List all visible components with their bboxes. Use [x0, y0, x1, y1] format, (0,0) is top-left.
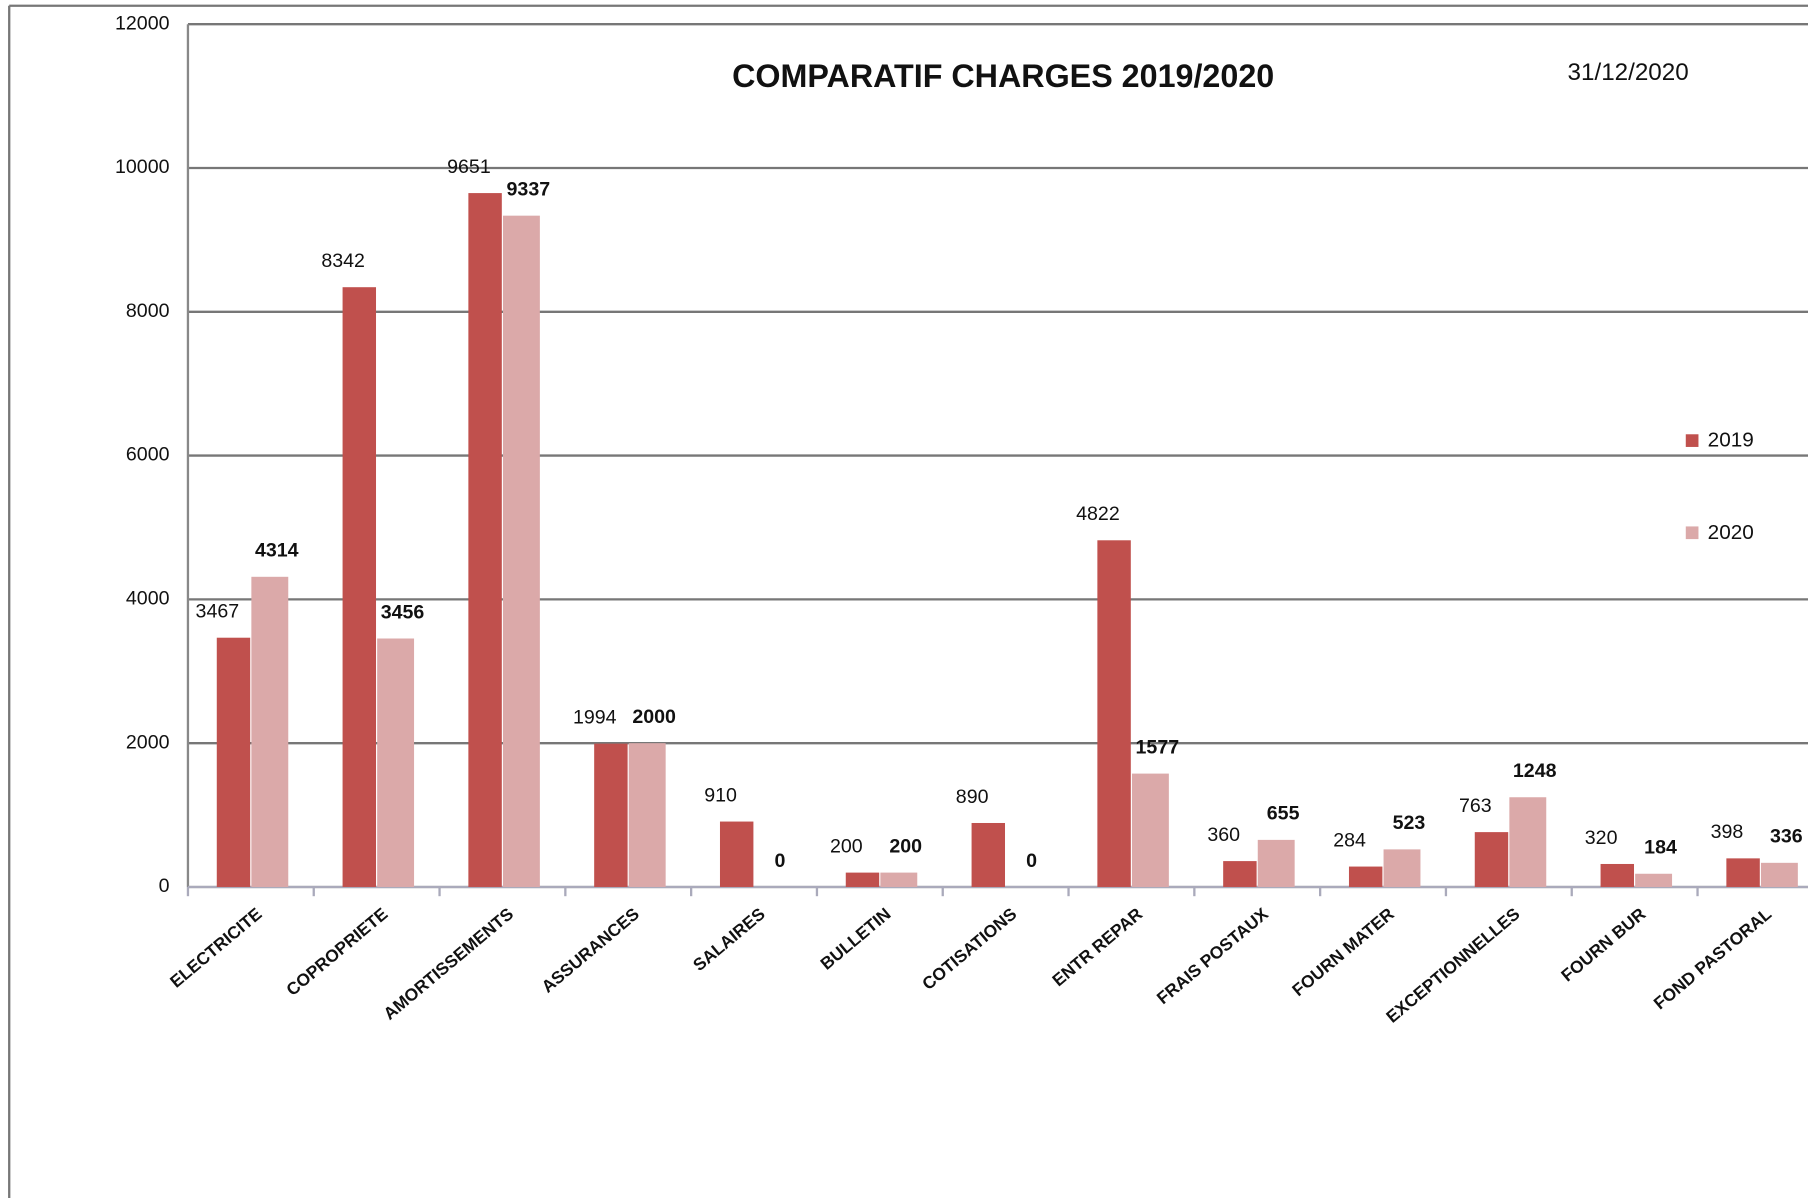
bar — [1383, 849, 1421, 887]
x-tick-label: FOURN MATER — [1288, 903, 1398, 1000]
data-label: 1994 — [573, 706, 617, 728]
x-tick-label: EXCEPTIONNELLES — [1382, 904, 1524, 1027]
bar — [880, 872, 918, 887]
bar — [1131, 773, 1169, 887]
data-label: 3467 — [196, 601, 240, 623]
bar — [628, 743, 666, 887]
bar — [1474, 832, 1509, 887]
data-label: 0 — [1026, 850, 1037, 872]
bar — [1760, 862, 1798, 887]
legend-swatch — [1685, 526, 1699, 540]
y-tick-label: 8000 — [126, 300, 170, 322]
y-tick-label: 2000 — [126, 731, 170, 753]
data-label: 200 — [889, 835, 922, 857]
x-tick-label: FOND PASTORAL — [1650, 903, 1776, 1013]
x-tick-label: ASSURANCES — [537, 904, 643, 997]
data-label: 8342 — [321, 250, 365, 272]
bar — [342, 287, 377, 887]
y-tick-label: 4000 — [126, 588, 170, 610]
bar — [1223, 861, 1257, 887]
data-label: 523 — [1393, 812, 1426, 834]
data-label: 890 — [956, 786, 989, 808]
y-tick-label: 6000 — [126, 444, 170, 466]
bar — [1509, 797, 1547, 887]
y-tick-label: 10000 — [115, 156, 170, 178]
data-label: 655 — [1267, 803, 1300, 825]
bar — [594, 743, 628, 887]
x-tick-label: COTISATIONS — [918, 904, 1020, 994]
chart-date: 31/12/2020 — [1568, 59, 1689, 86]
data-label: 4314 — [255, 540, 299, 562]
data-label: 9651 — [447, 156, 491, 178]
x-tick-label: ELECTRICITE — [166, 904, 266, 992]
data-label: 1248 — [1513, 760, 1557, 782]
x-tick-label: FRAIS POSTAUX — [1153, 903, 1273, 1008]
x-tick-label: BULLETIN — [816, 904, 894, 974]
bar — [1635, 873, 1673, 887]
bar — [1257, 839, 1295, 887]
legend-label: 2019 — [1708, 429, 1754, 452]
bar — [502, 215, 540, 887]
data-label: 184 — [1644, 837, 1677, 859]
x-tick-label: COPROPRIETE — [282, 904, 391, 1000]
data-label: 320 — [1585, 827, 1618, 849]
data-label: 3456 — [381, 601, 425, 623]
bar — [1726, 858, 1760, 887]
data-label: 336 — [1770, 826, 1803, 848]
x-tick-label: AMORTISSEMENTS — [379, 904, 517, 1024]
data-label: 200 — [830, 835, 863, 857]
bar — [377, 638, 415, 887]
data-label: 1577 — [1136, 736, 1180, 758]
x-tick-label: ENTR REPAR — [1048, 903, 1146, 990]
bar — [719, 821, 754, 887]
data-label: 0 — [774, 850, 785, 872]
bar — [216, 637, 251, 887]
data-label: 763 — [1459, 795, 1492, 817]
data-label: 284 — [1333, 829, 1366, 851]
data-label: 2000 — [632, 706, 676, 728]
bar — [251, 576, 289, 887]
bar — [468, 193, 502, 887]
legend-label: 2020 — [1708, 521, 1754, 544]
legend-swatch — [1685, 434, 1699, 447]
x-tick-label: SALAIRES — [689, 904, 769, 975]
data-label: 398 — [1711, 821, 1744, 843]
bar — [1600, 863, 1635, 887]
y-tick-label: 12000 — [115, 12, 170, 34]
bar — [1348, 866, 1383, 887]
x-tick-label: FOURN BUR — [1557, 903, 1650, 985]
bar — [971, 822, 1006, 887]
y-tick-label: 0 — [159, 875, 170, 897]
data-label: 910 — [704, 784, 737, 806]
data-label: 4822 — [1076, 503, 1120, 525]
bar — [1097, 540, 1131, 887]
bar — [845, 872, 880, 887]
data-label: 360 — [1207, 824, 1240, 846]
chart-title: COMPARATIF CHARGES 2019/2020 — [732, 58, 1274, 94]
data-label: 9337 — [507, 178, 551, 200]
